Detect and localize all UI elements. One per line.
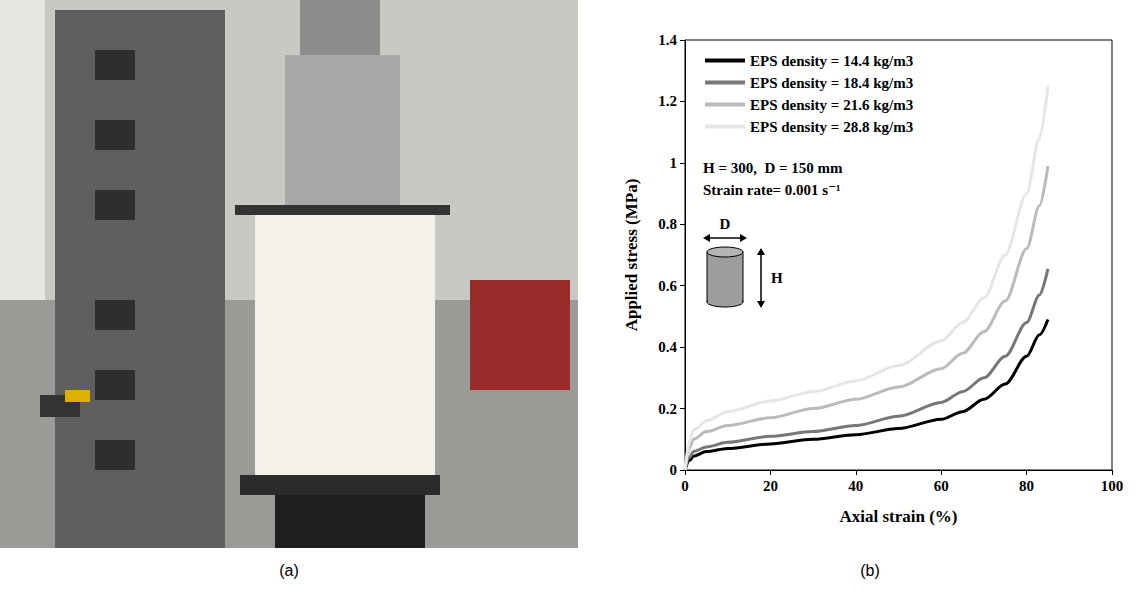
svg-text:Applied stress (MPa): Applied stress (MPa): [622, 179, 641, 332]
svg-text:EPS density = 28.8 kg/m3: EPS density = 28.8 kg/m3: [750, 119, 913, 135]
svg-text:80: 80: [1019, 478, 1034, 494]
svg-text:H = 300, D = 150 mm: H = 300, D = 150 mm: [703, 160, 843, 176]
svg-text:(b): (b): [860, 562, 880, 579]
svg-text:0.8: 0.8: [658, 216, 677, 232]
svg-text:EPS density = 21.6 kg/m3: EPS density = 21.6 kg/m3: [750, 97, 913, 113]
svg-text:Strain rate= 0.001 s⁻¹: Strain rate= 0.001 s⁻¹: [703, 182, 841, 198]
svg-text:D: D: [720, 216, 731, 232]
svg-text:0.6: 0.6: [658, 278, 677, 294]
svg-text:0: 0: [681, 478, 689, 494]
svg-text:(a): (a): [279, 562, 299, 579]
svg-text:100: 100: [1101, 478, 1124, 494]
svg-text:40: 40: [848, 478, 863, 494]
svg-text:1.4: 1.4: [658, 32, 677, 48]
svg-text:60: 60: [934, 478, 949, 494]
svg-text:0.4: 0.4: [658, 339, 677, 355]
svg-text:H: H: [771, 270, 783, 286]
svg-text:0.2: 0.2: [658, 401, 677, 417]
svg-text:0: 0: [670, 462, 678, 478]
svg-text:20: 20: [763, 478, 778, 494]
svg-text:EPS density = 18.4 kg/m3: EPS density = 18.4 kg/m3: [750, 75, 913, 91]
svg-text:Axial strain (%): Axial strain (%): [839, 507, 957, 526]
svg-text:1: 1: [670, 155, 678, 171]
svg-text:1.2: 1.2: [658, 93, 677, 109]
svg-text:EPS density = 14.4 kg/m3: EPS density = 14.4 kg/m3: [750, 53, 913, 69]
